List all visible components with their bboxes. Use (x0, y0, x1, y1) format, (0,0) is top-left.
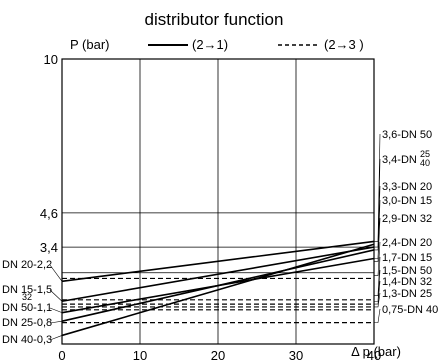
solid-series-line (61, 243, 375, 337)
left-label: DN 50-1,1 (2, 302, 52, 314)
right-label-leader (374, 256, 381, 296)
left-label-sup: 32 (22, 292, 32, 302)
plot-frame (61, 58, 375, 345)
right-label: 2,4-DN 20 (382, 237, 432, 249)
right-label: 1,4-DN 32 (382, 276, 432, 288)
solid-series-line (61, 249, 375, 322)
right-label: 0,75-DN 40 (382, 304, 438, 316)
right-label: 3,4-DN (382, 154, 417, 166)
y-tick-label: 3,4 (40, 240, 58, 255)
right-label-leader (374, 241, 381, 276)
solid-series-line (61, 246, 375, 303)
grid (62, 59, 374, 344)
x-tick-label: 40 (367, 348, 381, 362)
chart-title: distributor function (145, 10, 284, 29)
tick-labels: 0 10 20 30 40 10 4,6 3,4 (40, 52, 381, 362)
right-label: 1,3-DN 25 (382, 288, 432, 300)
right-label-sub: 40 (420, 158, 430, 168)
left-label-leader (49, 289, 63, 302)
right-label-leader (374, 217, 381, 262)
right-label: 3,3-DN 20 (382, 181, 432, 193)
legend-solid-label: (2→1) (192, 37, 228, 52)
right-label: 1,5-DN 50 (382, 265, 432, 277)
right-label: 1,7-DN 15 (382, 252, 432, 264)
x-tick-label: 10 (133, 348, 147, 362)
left-label-leader (49, 264, 63, 282)
y-tick-label: 4,6 (40, 206, 58, 221)
left-label: DN 15-1,5 (2, 284, 52, 296)
legend-dashed-label: (2→3 ) (324, 37, 364, 52)
right-label-leader (374, 308, 381, 323)
left-label-leader (49, 320, 63, 324)
right-label-sup: 25 (420, 149, 430, 159)
right-label-leader (374, 292, 381, 308)
solid-series-group (61, 240, 375, 337)
left-label: DN 20-2,2 (2, 259, 52, 271)
right-label: 3,0-DN 15 (382, 195, 432, 207)
x-tick-label: 30 (289, 348, 303, 362)
x-tick-label: 0 (58, 348, 65, 362)
y-tick-label: 10 (44, 52, 58, 67)
right-label: 2,9-DN 32 (382, 213, 432, 225)
left-label: DN 25-0,8 (2, 317, 52, 329)
y-axis-label: P (bar) (70, 37, 110, 52)
left-labels: DN 20-2,2 DN 15-1,5 DN 50-1,132 DN 25-0,8 DN… (2, 259, 63, 346)
x-axis-label: Δ p (bar) (351, 344, 401, 359)
solid-series-line (61, 240, 375, 283)
x-tick-label: 20 (211, 348, 225, 362)
legend: (2→1) (2→3 ) (148, 37, 364, 52)
left-label-leader (49, 335, 63, 341)
right-label: 3,6-DN 50 (382, 129, 432, 141)
right-label-leader (374, 280, 381, 305)
left-label-leader (49, 307, 63, 313)
axes (61, 58, 375, 345)
left-label: DN 40-0,3 (2, 334, 52, 346)
